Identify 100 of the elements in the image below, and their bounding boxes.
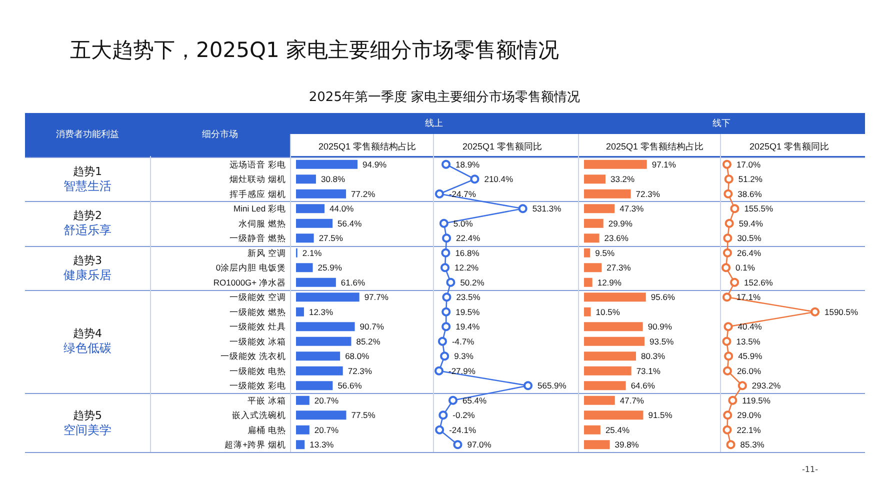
point [442, 292, 452, 302]
data-label: 80.3% [640, 351, 666, 362]
text: 2025年第一季度 家电主要细分市场零售额情况 [308, 89, 582, 107]
point [518, 204, 528, 214]
data-label: 94.9% [362, 159, 388, 170]
data-label: 13.3% [310, 440, 334, 450]
point [730, 204, 740, 214]
bar [296, 292, 360, 302]
data-label: 17.1% [736, 292, 761, 302]
text: 线上 [290, 113, 578, 134]
text: 趋势2 [72, 208, 103, 224]
point [434, 366, 444, 376]
bar [584, 278, 592, 287]
text: 舒适乐享 [62, 223, 112, 238]
text: 五大趋势下，2025Q1 家电主要细分市场零售额情况 [70, 37, 560, 64]
data-label: 95.6% [650, 292, 676, 302]
point [726, 440, 736, 450]
data-label: 47.7% [620, 395, 644, 406]
point [722, 263, 730, 272]
data-label: 12.9% [597, 277, 622, 288]
point [722, 366, 732, 376]
point [738, 381, 747, 390]
point [722, 248, 732, 258]
data-label: 45.9% [738, 351, 763, 362]
text: 趋势5 [72, 408, 103, 422]
data-label: 1590.5% [824, 306, 858, 317]
y-tick-label: 一级能效 灶具 [230, 322, 286, 332]
data-label: 22.4% [456, 233, 481, 244]
y-tick-label: 新风 空调 [248, 248, 286, 258]
y-tick-label: 嵌入式洗碗机 [232, 410, 286, 420]
bar [584, 160, 647, 169]
point [434, 189, 444, 198]
y-tick-label: 一级能效 燃热 [230, 306, 286, 317]
bar [296, 381, 333, 390]
bar [296, 189, 346, 198]
data-label: -24.1% [449, 424, 476, 435]
data-label: 9.5% [595, 248, 615, 258]
data-label: 17.0% [736, 159, 761, 170]
bar [584, 352, 636, 361]
point [810, 307, 820, 316]
data-label: -24.7% [448, 188, 476, 199]
bar [584, 366, 632, 376]
point [470, 174, 480, 184]
chart-title: 2025Q1 零售额结构占比 [606, 142, 704, 152]
data-label: 29.0% [737, 410, 762, 420]
data-label: 210.4% [484, 174, 514, 184]
data-label: 85.3% [740, 440, 765, 450]
data-label: 18.9% [456, 159, 480, 170]
point [723, 234, 732, 243]
data-label: 65.4% [462, 395, 488, 406]
data-label: 23.6% [604, 233, 629, 244]
y-tick-label: 水伺服 燃热 [238, 218, 286, 228]
bar [584, 292, 646, 302]
text: 趋势4 [72, 326, 103, 342]
data-label: 30.8% [320, 174, 346, 184]
point [723, 410, 732, 420]
point [446, 278, 456, 287]
point [439, 218, 448, 228]
data-label: 64.6% [630, 380, 656, 391]
data-label: 27.3% [606, 262, 632, 273]
data-label: 2.1% [302, 248, 322, 258]
bar [584, 248, 590, 258]
point [724, 352, 734, 361]
data-label: 33.2% [610, 174, 636, 184]
data-label: 5.0% [453, 218, 474, 228]
bar [296, 174, 316, 184]
point [724, 218, 734, 228]
bar [584, 174, 606, 184]
data-label: 12.3% [308, 306, 334, 317]
bar [584, 189, 631, 198]
data-label: 50.2% [460, 277, 485, 288]
bar [296, 410, 346, 420]
y-tick-label: 一级能效 洗衣机 [220, 351, 286, 362]
data-label: 9.3% [454, 351, 474, 362]
bar [296, 263, 313, 272]
data-label: 22.1% [736, 424, 762, 435]
text: 线下 [578, 113, 865, 134]
data-label: -27.9% [448, 366, 476, 376]
data-label: 25.9% [318, 262, 342, 273]
data-label: 77.5% [351, 410, 376, 420]
data-label: 20.7% [314, 424, 339, 435]
data-label: 90.9% [648, 322, 672, 332]
data-label: 16.8% [455, 248, 480, 258]
bar [584, 234, 600, 243]
data-label: 0.1% [736, 262, 756, 273]
point [441, 248, 450, 258]
data-label: 27.5% [318, 233, 344, 244]
bar [296, 218, 333, 228]
text: 细分市场 [150, 113, 290, 156]
chart-title: 2025Q1 零售额结构占比 [318, 142, 416, 152]
data-label: 26.0% [736, 366, 762, 376]
data-label: 38.6% [738, 188, 762, 199]
data-label: 56.4% [338, 218, 362, 228]
data-label: 152.6% [744, 277, 774, 288]
data-label: 30.5% [737, 233, 762, 244]
point [722, 292, 732, 302]
y-tick-label: 0涂层内胆 电饭煲 [216, 262, 286, 273]
data-label: 72.3% [636, 188, 660, 199]
point [442, 160, 451, 169]
bar [296, 160, 358, 169]
